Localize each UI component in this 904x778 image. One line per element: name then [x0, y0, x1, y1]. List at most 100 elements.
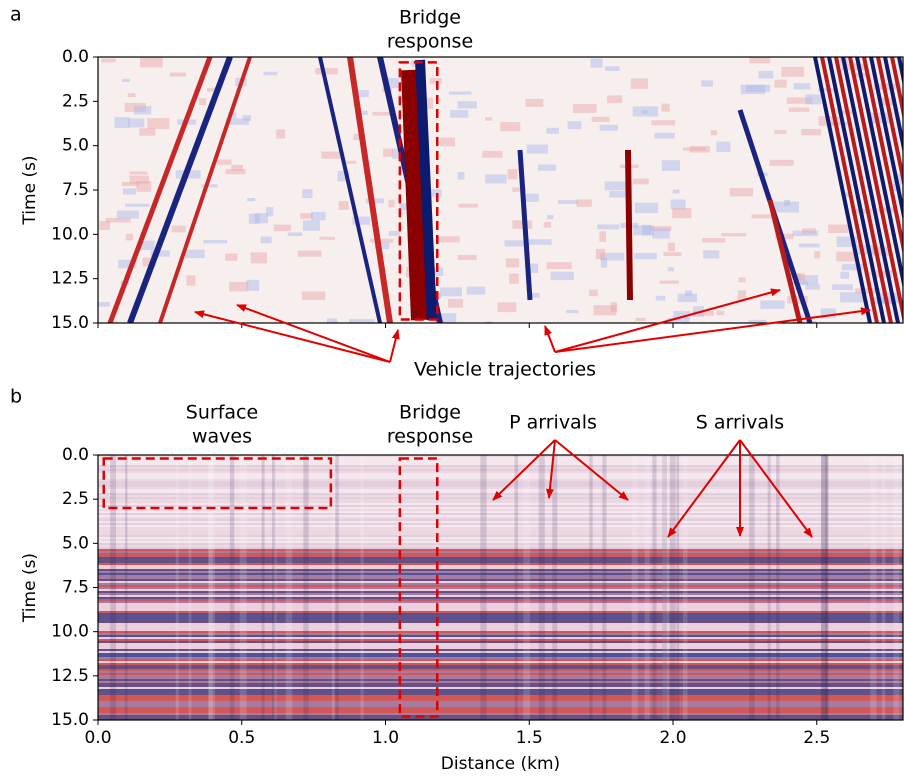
texture — [98, 689, 903, 691]
arrow — [554, 439, 629, 501]
texture — [791, 321, 817, 323]
texture — [98, 481, 903, 483]
texture — [287, 232, 303, 237]
texture — [98, 473, 903, 475]
texture — [98, 569, 903, 571]
arrow — [236, 304, 391, 363]
texture — [101, 58, 116, 63]
texture — [142, 257, 156, 267]
y-tick-label: 10.0 — [51, 224, 89, 244]
texture — [186, 275, 196, 286]
annotation: Bridge — [399, 402, 461, 424]
texture — [98, 549, 903, 551]
texture — [538, 164, 556, 171]
texture — [297, 250, 322, 257]
texture — [98, 489, 903, 491]
texture — [98, 713, 903, 715]
texture — [98, 685, 903, 687]
texture — [98, 667, 903, 669]
texture — [98, 551, 903, 553]
texture — [216, 159, 232, 165]
texture — [370, 238, 394, 243]
texture — [466, 286, 486, 295]
texture — [98, 533, 903, 535]
texture — [593, 305, 617, 316]
texture — [98, 659, 903, 661]
texture — [98, 609, 903, 611]
texture — [114, 117, 130, 128]
texture — [388, 231, 400, 237]
texture — [661, 103, 670, 112]
texture — [98, 699, 903, 701]
panel-label: b — [10, 386, 22, 408]
y-tick-label: 5.0 — [62, 136, 89, 156]
texture — [98, 455, 903, 457]
texture — [208, 455, 213, 720]
texture — [122, 188, 137, 195]
texture — [543, 221, 552, 228]
texture — [602, 455, 607, 720]
texture — [98, 571, 903, 573]
texture — [630, 78, 649, 89]
texture — [98, 637, 903, 639]
texture — [98, 611, 903, 613]
texture — [121, 181, 140, 187]
texture — [98, 575, 903, 577]
texture — [98, 641, 903, 643]
texture — [98, 507, 903, 509]
texture — [774, 201, 800, 213]
texture — [388, 199, 395, 208]
texture — [567, 121, 582, 130]
texture — [139, 128, 156, 136]
texture — [98, 517, 903, 519]
texture — [98, 531, 903, 533]
texture — [263, 71, 278, 76]
texture — [832, 284, 853, 290]
texture — [272, 455, 276, 720]
texture — [98, 695, 903, 697]
texture — [98, 527, 903, 529]
texture — [652, 228, 670, 239]
texture — [98, 479, 903, 481]
texture — [821, 455, 828, 720]
arrow — [667, 439, 741, 538]
texture — [635, 317, 646, 321]
texture — [273, 455, 277, 720]
texture — [229, 281, 249, 292]
texture — [600, 258, 608, 268]
texture — [98, 677, 903, 679]
texture — [767, 455, 771, 720]
texture — [105, 217, 131, 223]
texture — [529, 239, 552, 245]
texture — [841, 57, 900, 323]
texture — [787, 296, 808, 304]
texture — [242, 115, 252, 121]
y-tick-label: 2.5 — [62, 91, 89, 111]
texture — [386, 78, 399, 89]
texture — [507, 169, 518, 180]
texture — [98, 631, 903, 633]
texture — [335, 455, 339, 720]
texture — [98, 715, 903, 717]
panel-label: a — [10, 4, 22, 26]
texture — [98, 487, 903, 489]
texture — [677, 293, 697, 303]
texture — [599, 124, 619, 131]
texture — [239, 455, 247, 720]
texture — [855, 288, 881, 294]
texture — [825, 455, 829, 720]
texture — [98, 465, 903, 467]
texture — [98, 687, 903, 689]
texture — [703, 250, 720, 259]
texture — [98, 619, 903, 621]
texture — [651, 120, 676, 126]
texture — [346, 160, 357, 164]
texture — [361, 110, 368, 115]
texture — [655, 295, 666, 301]
texture — [716, 141, 731, 152]
highlight-box — [398, 457, 439, 718]
texture — [98, 513, 903, 515]
texture — [788, 107, 810, 112]
texture — [150, 250, 170, 257]
